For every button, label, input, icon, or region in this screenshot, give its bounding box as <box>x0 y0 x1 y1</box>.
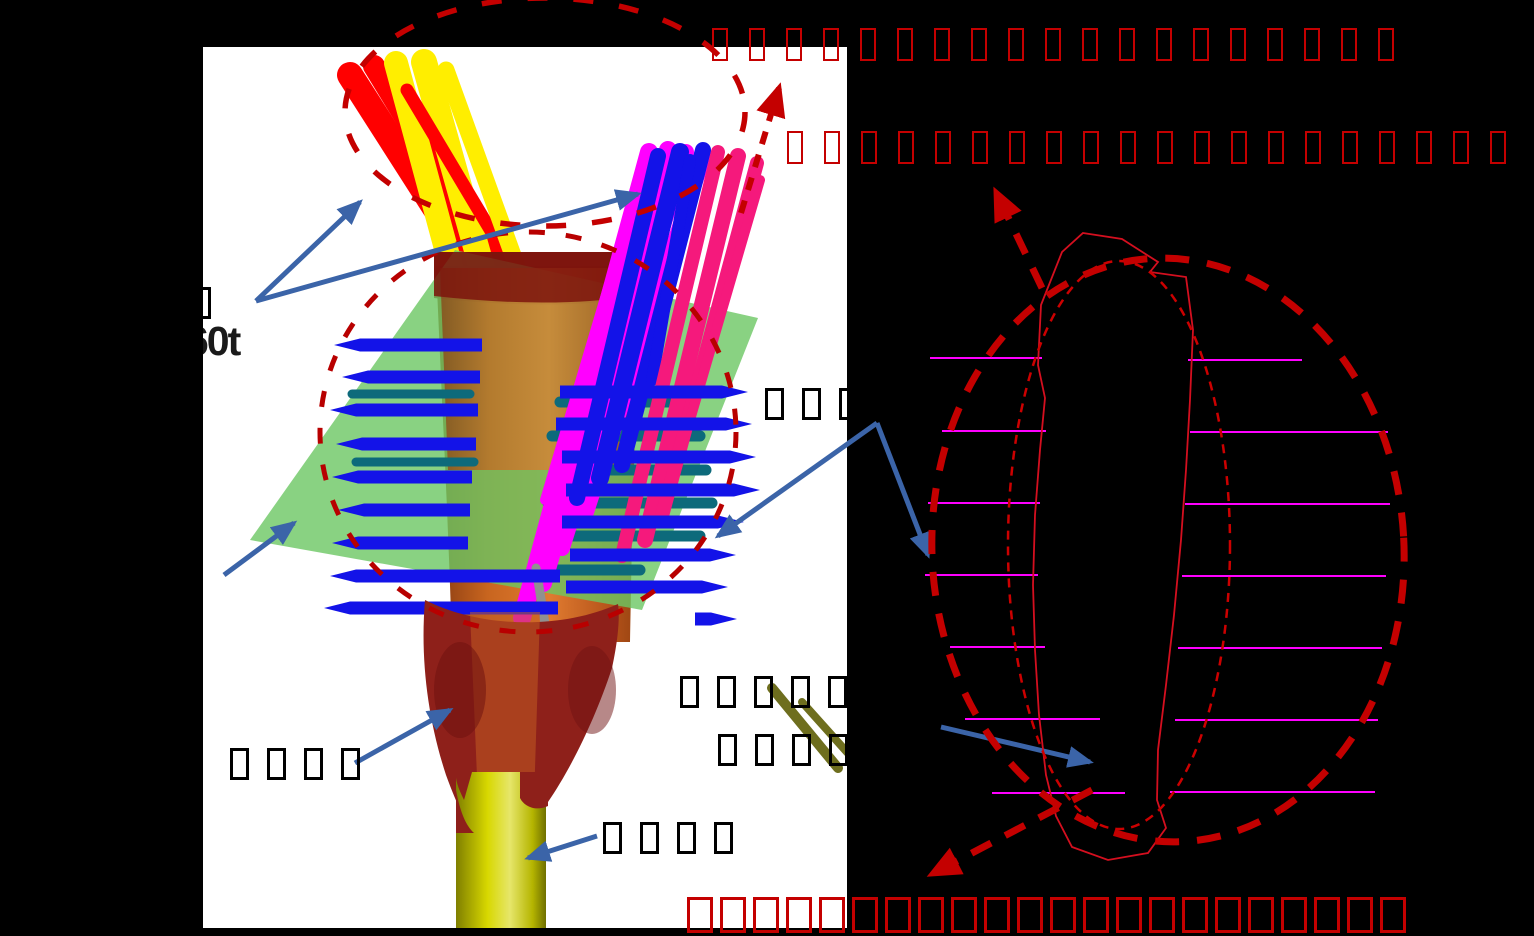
organ-contour-outline <box>1032 232 1194 861</box>
outflow-cylinder <box>455 772 548 928</box>
arrow-cutting-plane <box>222 520 298 578</box>
contour-diagram <box>925 186 1408 878</box>
dashed-ellipse-inner-margin <box>1006 259 1232 831</box>
dashed-circle-treatment-region <box>317 229 739 635</box>
flow-vectors-blue <box>324 338 760 626</box>
dashed-ellipse-outer-region <box>928 254 1408 846</box>
dashed-ellipse-inflow-region <box>342 0 748 229</box>
arrow-outflow-cylinder <box>524 833 598 862</box>
dashed-arrow-to-top-caption <box>738 82 786 214</box>
vessel-trunk-cap <box>434 252 648 303</box>
arrow-section-right <box>874 422 931 559</box>
dashed-arrow-to-right-caption <box>992 186 1046 290</box>
arrow-inflow-left-bundle <box>254 199 363 303</box>
arrow-tumor-bulb <box>353 707 454 766</box>
section-lines-magenta <box>925 357 1390 794</box>
dashed-arrow-to-bottom-caption <box>926 786 1094 878</box>
3d-model <box>250 49 847 928</box>
arrow-inflow-right-bundle <box>255 189 642 304</box>
arrow-contour-detail <box>940 724 1094 768</box>
annotation-arrows <box>222 189 1094 862</box>
arrow-section-left <box>714 420 879 539</box>
